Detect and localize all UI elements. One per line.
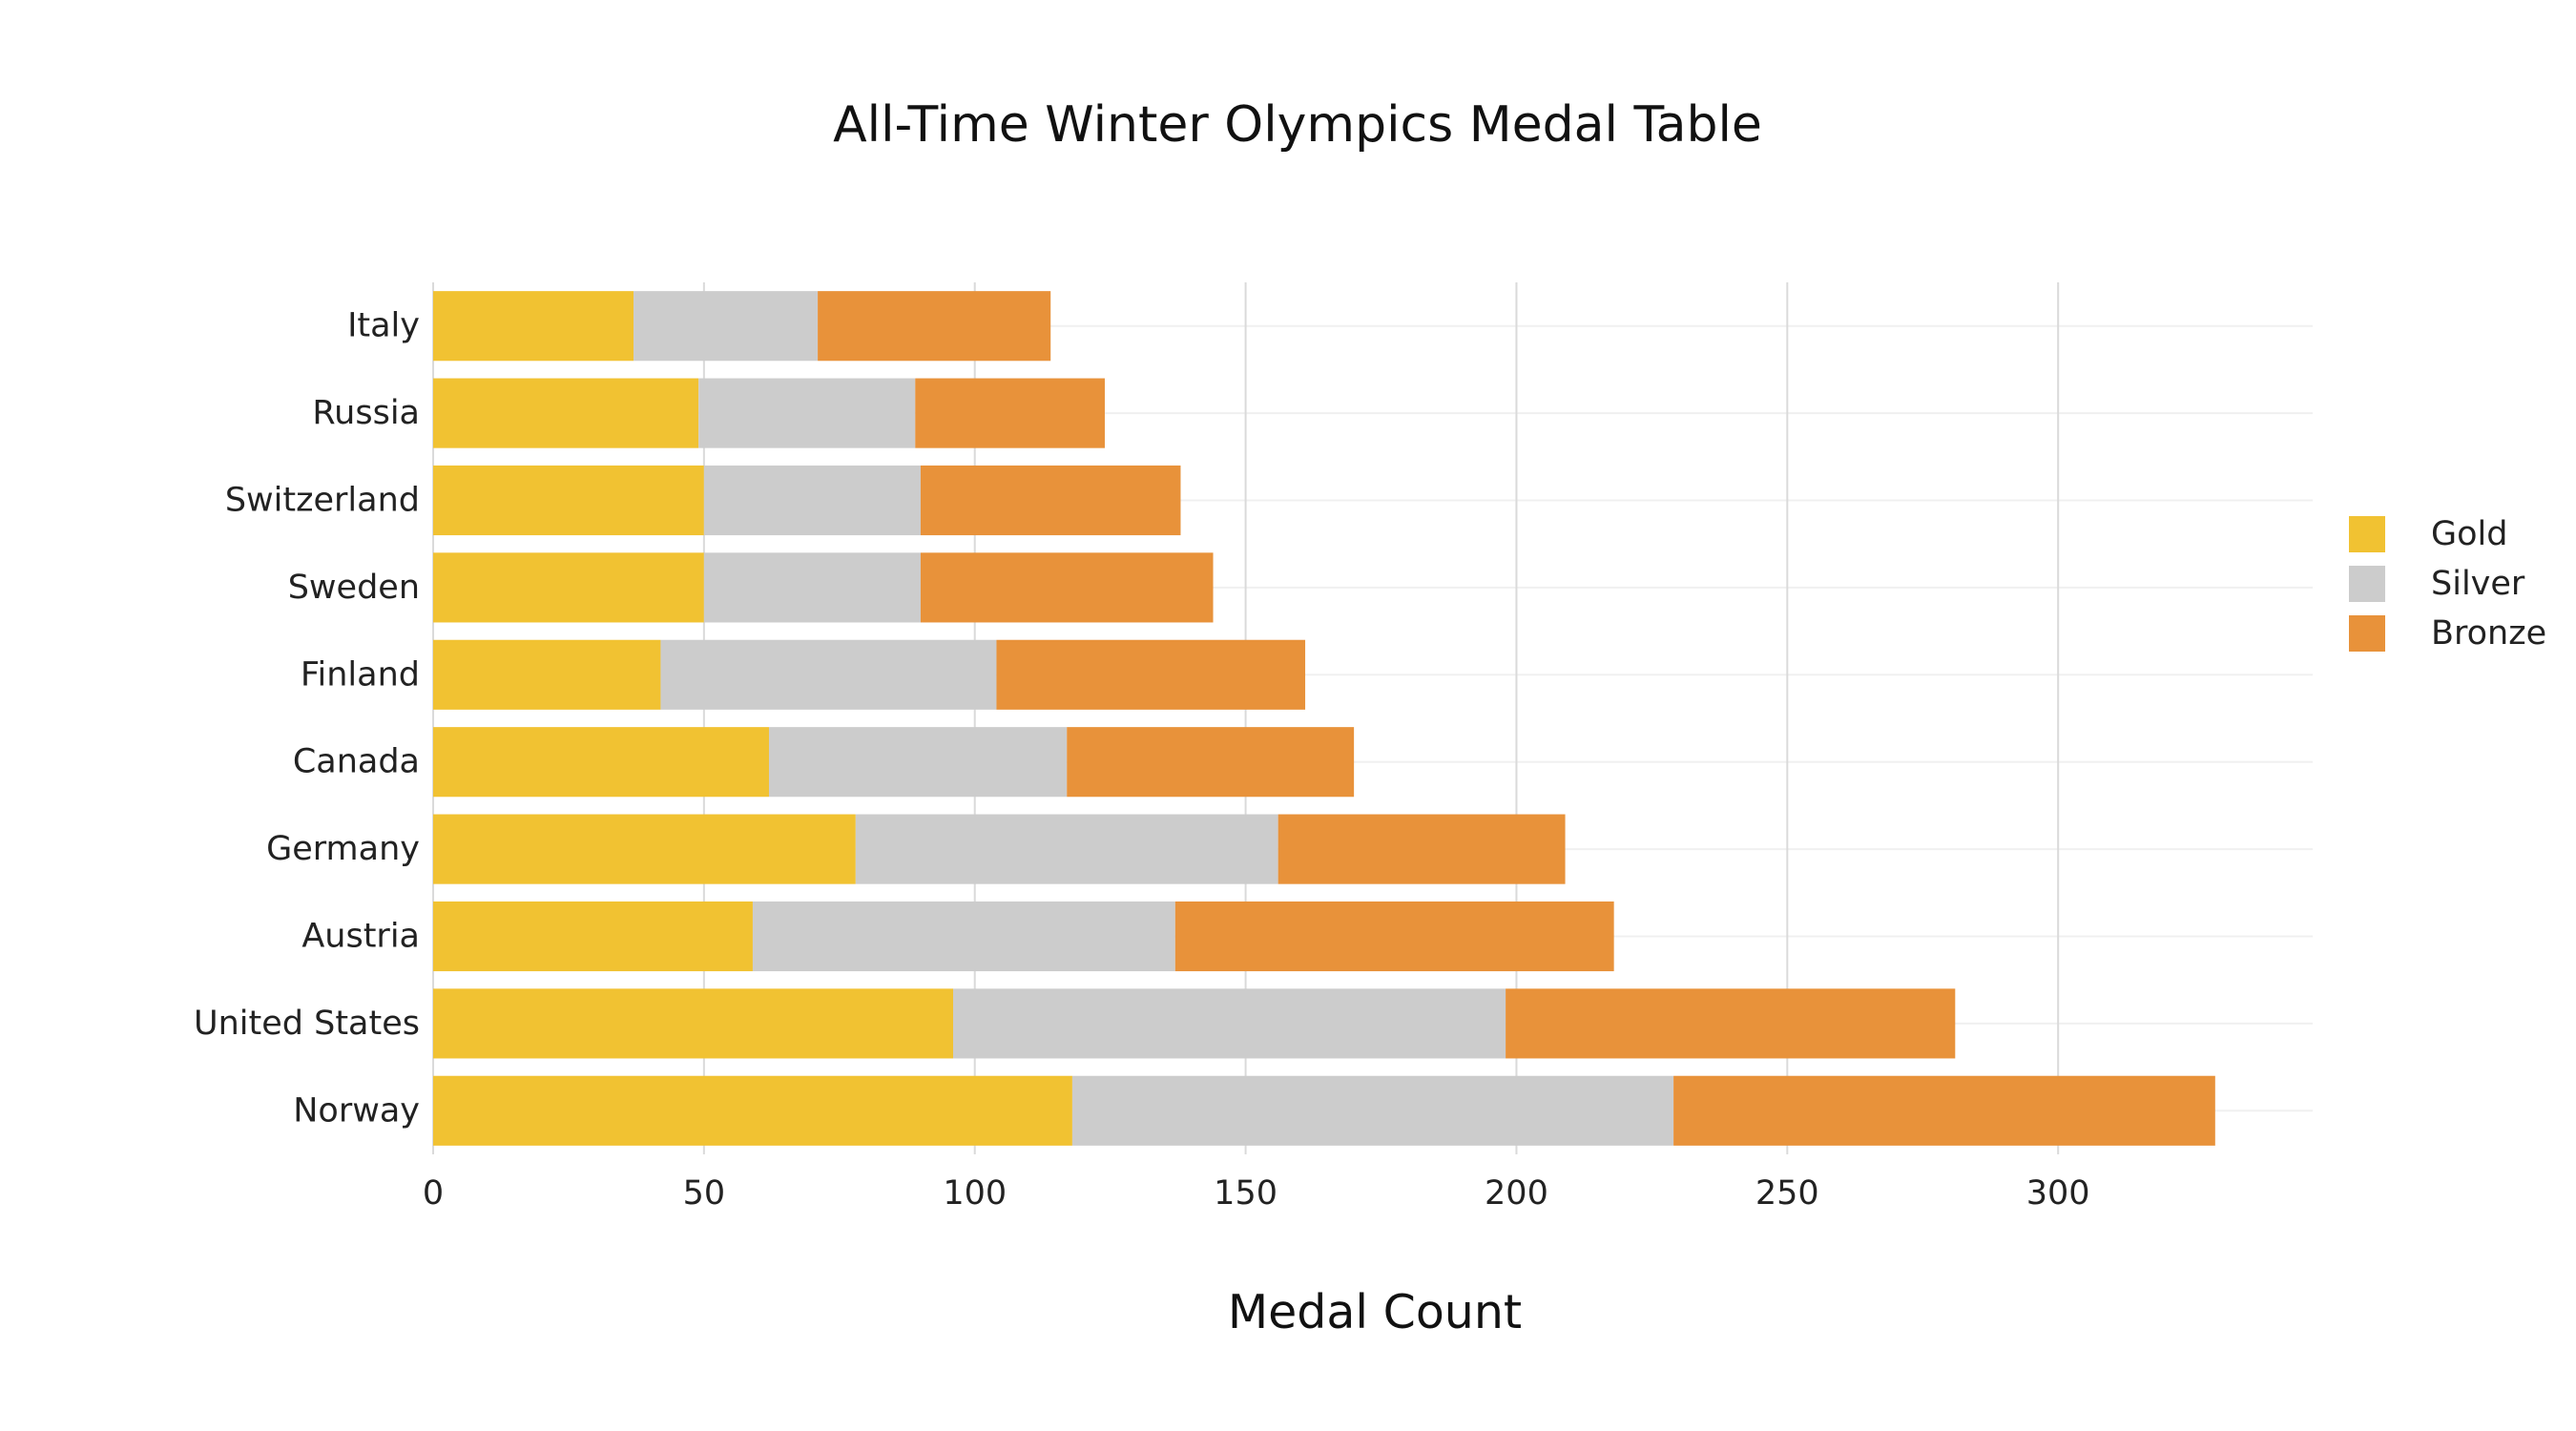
bar-gold-russia bbox=[433, 378, 699, 448]
legend-label-gold: Gold bbox=[2431, 515, 2507, 553]
bar-bronze-canada bbox=[1067, 727, 1355, 798]
bar-silver-switzerland bbox=[703, 465, 921, 536]
bar-gold-sweden bbox=[433, 552, 704, 623]
x-tick-label: 250 bbox=[1755, 1174, 1819, 1213]
bar-gold-switzerland bbox=[433, 465, 704, 536]
x-tick-label: 200 bbox=[1485, 1174, 1548, 1213]
bar-silver-finland bbox=[660, 639, 997, 710]
x-tick-label: 100 bbox=[943, 1174, 1007, 1213]
legend-label-silver: Silver bbox=[2431, 565, 2525, 603]
x-tick-label: 300 bbox=[2026, 1174, 2090, 1213]
y-tick-label: Norway bbox=[293, 1091, 420, 1130]
y-tick-label: United States bbox=[194, 1005, 420, 1043]
bar-gold-germany bbox=[433, 814, 856, 884]
bar-bronze-united-states bbox=[1506, 988, 1956, 1059]
y-tick-label: Canada bbox=[293, 743, 420, 781]
bar-bronze-russia bbox=[915, 378, 1105, 448]
x-tick-label: 50 bbox=[683, 1174, 726, 1213]
bar-silver-sweden bbox=[703, 552, 921, 623]
bar-bronze-sweden bbox=[920, 552, 1214, 623]
bar-gold-italy bbox=[433, 291, 634, 362]
bar-bronze-austria bbox=[1174, 901, 1614, 972]
bar-gold-canada bbox=[433, 727, 769, 798]
bar-silver-united-states bbox=[953, 988, 1506, 1059]
x-tick-label: 0 bbox=[423, 1174, 444, 1213]
y-tick-label: Russia bbox=[312, 394, 420, 432]
bar-gold-norway bbox=[433, 1075, 1072, 1146]
legend: Gold Silver Bronze bbox=[2349, 515, 2546, 653]
legend-swatch-bronze bbox=[2349, 615, 2385, 652]
bar-bronze-germany bbox=[1278, 814, 1566, 884]
bar-silver-austria bbox=[752, 901, 1175, 972]
bar-gold-finland bbox=[433, 639, 661, 710]
bar-bronze-norway bbox=[1673, 1075, 2215, 1146]
legend-label-bronze: Bronze bbox=[2431, 614, 2546, 653]
y-tick-label: Sweden bbox=[288, 569, 420, 607]
bar-silver-italy bbox=[634, 291, 819, 362]
legend-swatch-gold bbox=[2349, 516, 2385, 552]
bar-silver-russia bbox=[698, 378, 916, 448]
legend-swatch-silver bbox=[2349, 566, 2385, 602]
y-tick-label: Switzerland bbox=[225, 482, 420, 520]
bar-gold-united-states bbox=[433, 988, 954, 1059]
y-tick-label: Finland bbox=[301, 655, 420, 694]
y-tick-label: Italy bbox=[347, 307, 420, 345]
x-axis-title: Medal Count bbox=[1228, 1285, 1522, 1339]
bar-bronze-finland bbox=[996, 639, 1306, 710]
bar-bronze-italy bbox=[818, 291, 1051, 362]
bar-bronze-switzerland bbox=[920, 465, 1181, 536]
bar-silver-canada bbox=[768, 727, 1068, 798]
bar-silver-norway bbox=[1071, 1075, 1674, 1146]
y-axis-tick-labels: Norway United States Austria Germany Canada F… bbox=[194, 307, 420, 1130]
x-tick-label: 150 bbox=[1214, 1174, 1278, 1213]
y-tick-label: Germany bbox=[266, 830, 420, 868]
bar-gold-austria bbox=[433, 901, 753, 972]
x-axis-tick-labels: 0 50 100 150 200 250 300 bbox=[423, 1174, 2090, 1213]
bar-silver-germany bbox=[855, 814, 1278, 884]
chart-title: All-Time Winter Olympics Medal Table bbox=[833, 96, 1762, 154]
bars bbox=[433, 291, 2215, 1146]
y-tick-label: Austria bbox=[301, 918, 420, 956]
